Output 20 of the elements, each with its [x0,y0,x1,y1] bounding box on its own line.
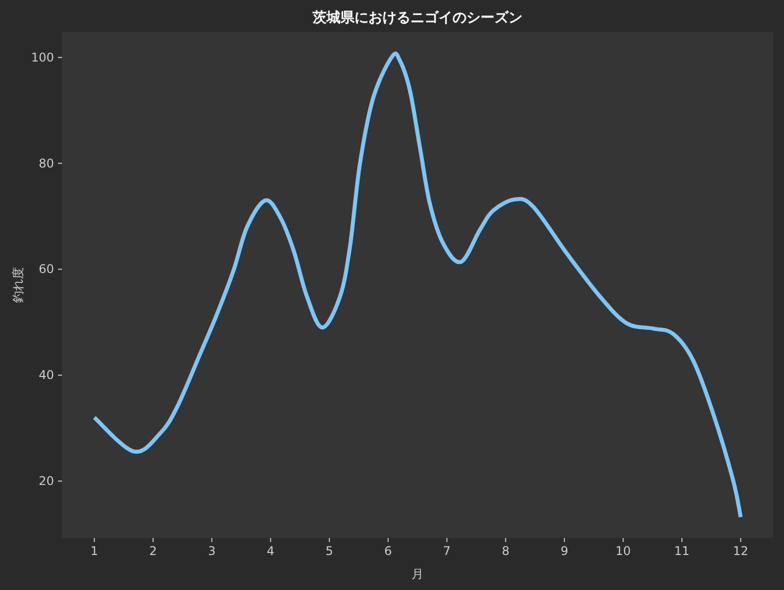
x-tick-label: 4 [266,544,274,558]
x-tick-label: 8 [502,544,510,558]
x-tick-label: 5 [326,544,334,558]
x-tick-label: 10 [616,544,631,558]
y-tick-label: 20 [38,474,54,488]
y-tick-label: 40 [38,368,54,382]
y-tick-label: 80 [38,156,54,170]
x-tick-label: 9 [560,544,568,558]
x-tick-label: 3 [208,544,216,558]
x-tick-label: 7 [443,544,451,558]
x-tick-label: 2 [149,544,157,558]
x-tick-label: 11 [674,544,690,558]
x-tick-label: 12 [733,544,748,558]
x-tick-label: 1 [90,544,98,558]
y-tick-label: 100 [31,50,54,64]
y-tick-label: 60 [38,262,54,276]
x-tick-label: 6 [384,544,392,558]
x-axis-title: 月 [412,567,424,581]
y-axis-title: 釣れ度 [11,267,25,303]
chart-title: 茨城県におけるニゴイのシーズン [312,10,522,26]
